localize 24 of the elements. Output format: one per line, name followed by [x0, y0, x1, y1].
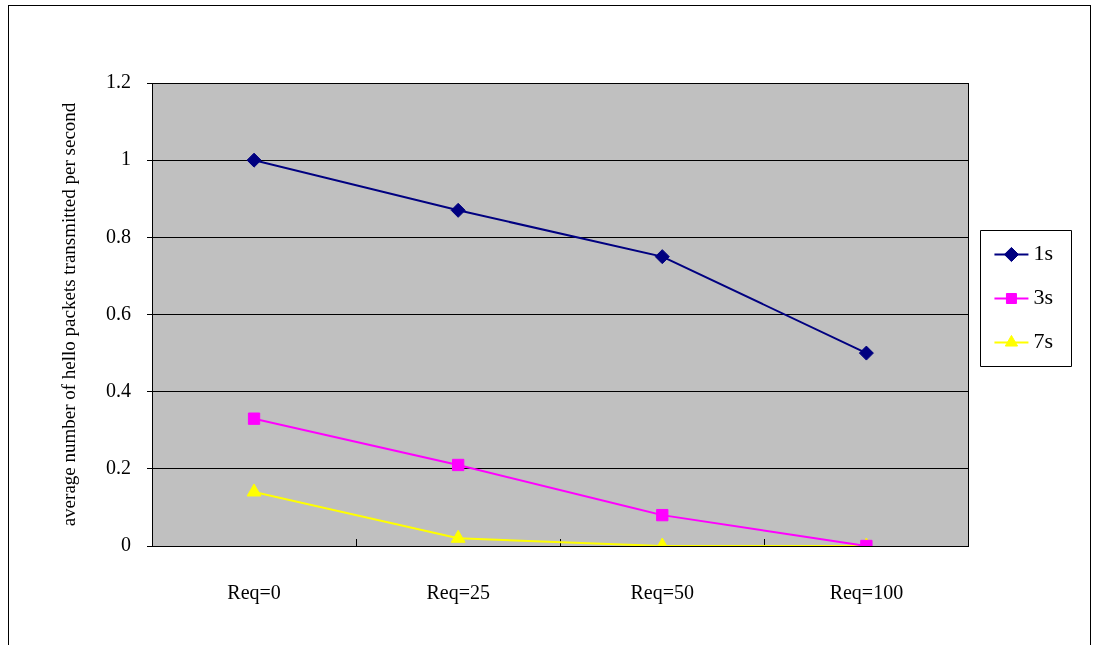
- point: [858, 345, 874, 361]
- x-tick-label: Req=100: [829, 581, 904, 605]
- legend-label: 3s: [1033, 284, 1053, 310]
- point: [450, 529, 466, 543]
- y-tick-label: 0: [121, 533, 131, 556]
- y-tick-label: 0.4: [106, 378, 131, 401]
- legend-label: 1s: [1033, 240, 1053, 266]
- point: [656, 508, 669, 522]
- y-tick-label: 0.2: [106, 456, 131, 479]
- x-tick-label: Req=25: [426, 581, 490, 605]
- legend-label: 7s: [1033, 328, 1053, 354]
- point: [450, 202, 466, 218]
- point: [452, 458, 465, 472]
- point: [246, 152, 262, 168]
- y-axis-title: average number of hello packets transmitted per second: [58, 102, 80, 527]
- point: [247, 412, 261, 425]
- y-tick-label: 1.2: [106, 70, 131, 93]
- y-tick-label: 0.6: [106, 301, 131, 324]
- y-tick-label: 1: [121, 147, 131, 170]
- point: [246, 483, 262, 497]
- x-tick-label: Req=0: [227, 581, 281, 605]
- x-tick-label: Req=50: [630, 581, 695, 605]
- point: [654, 249, 670, 265]
- y-tick-label: 0.8: [106, 224, 131, 247]
